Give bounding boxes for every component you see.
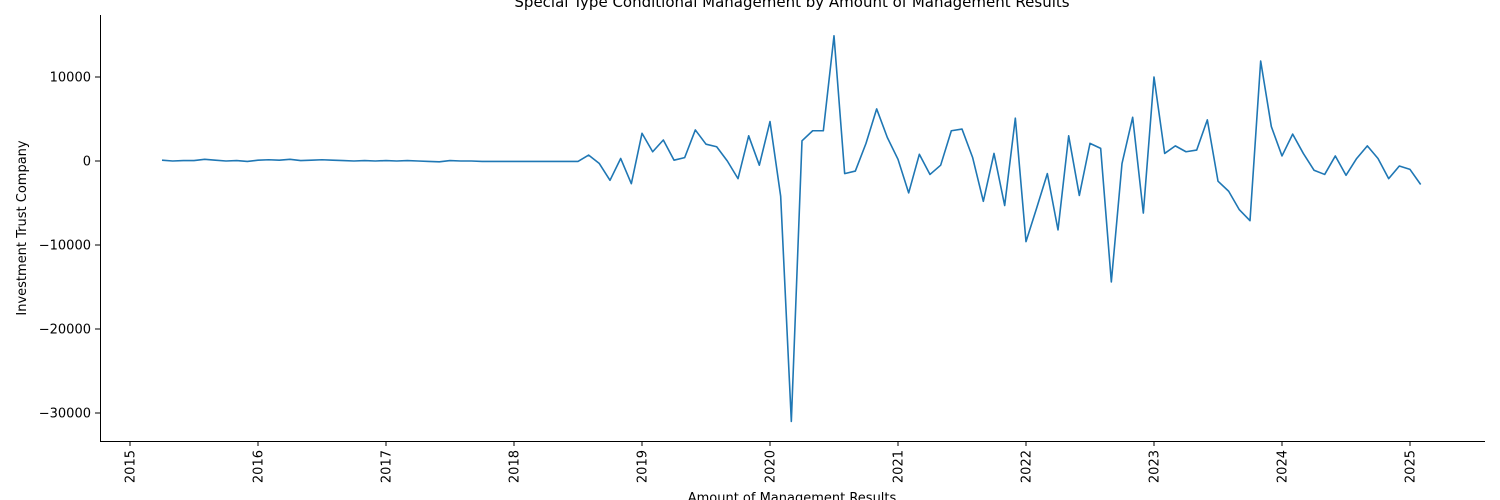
y-tick-label: 0	[83, 155, 91, 170]
x-axis-ticks: 2015 2016 2017 2018 2019 2020 2021 2022 2023 2024…	[124, 441, 1419, 483]
x-tick-label: 2020	[764, 450, 779, 483]
x-tick-label: 2023	[1148, 450, 1163, 483]
x-tick-label: 2024	[1276, 450, 1291, 483]
y-tick-label: −30000	[39, 407, 91, 422]
y-axis-title: Investment Trust Company	[15, 140, 30, 316]
x-tick-label: 2016	[252, 450, 267, 483]
chart-title: Special Type Conditional Management by A…	[514, 0, 1069, 11]
y-axis-ticks: −30000 −20000 −10000 0 10000	[39, 71, 100, 422]
series-line	[161, 35, 1422, 423]
y-tick-label: −10000	[39, 239, 91, 254]
x-tick-label: 2017	[380, 450, 395, 483]
x-axis-title: Amount of Management Results	[688, 491, 897, 500]
x-tick-label: 2025	[1404, 450, 1419, 483]
x-tick-label: 2019	[636, 450, 651, 483]
y-tick-label: −20000	[39, 323, 91, 338]
x-tick-label: 2015	[124, 450, 139, 483]
y-tick-label: 10000	[50, 71, 91, 86]
x-tick-label: 2022	[1020, 450, 1035, 483]
x-tick-label: 2018	[508, 450, 523, 483]
x-tick-label: 2021	[892, 450, 907, 483]
